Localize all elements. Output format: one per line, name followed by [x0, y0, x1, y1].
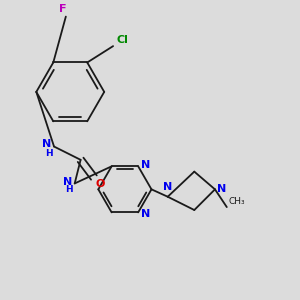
- Text: N: N: [217, 184, 226, 194]
- Text: N: N: [163, 182, 172, 192]
- Text: H: H: [66, 185, 73, 194]
- Text: CH₃: CH₃: [228, 196, 245, 206]
- Text: Cl: Cl: [116, 34, 128, 45]
- Text: N: N: [63, 177, 72, 187]
- Text: O: O: [95, 179, 105, 189]
- Text: N: N: [141, 160, 150, 170]
- Text: H: H: [45, 148, 52, 158]
- Text: N: N: [141, 209, 150, 219]
- Text: F: F: [59, 4, 67, 14]
- Text: N: N: [42, 139, 52, 149]
